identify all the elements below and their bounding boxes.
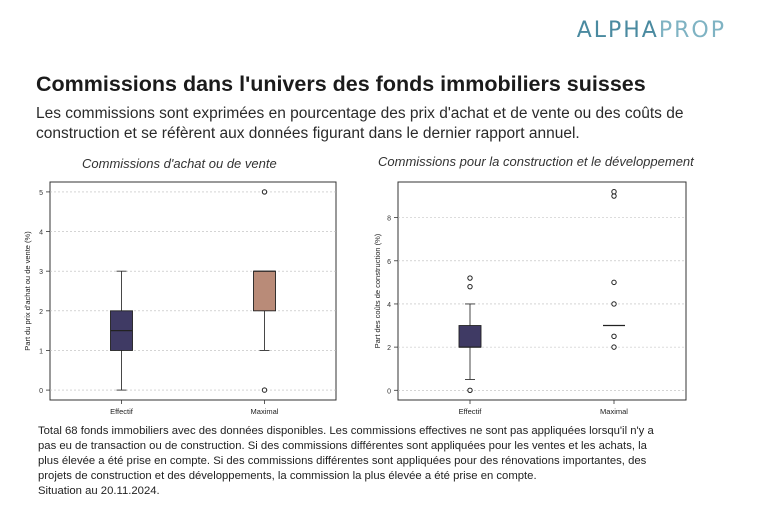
y-axis-label: Part du prix d'achat ou de vente (%)	[23, 231, 32, 351]
x-tick-label-effectif: Effectif	[459, 407, 483, 416]
outlier-maximal	[611, 189, 617, 195]
alphaprop-logo: ALPHAPROP	[577, 18, 726, 43]
logo-text-prop: PROP	[658, 18, 726, 43]
x-tick-label-maximal: Maximal	[600, 407, 628, 416]
outlier-maximal	[611, 333, 617, 340]
outlier-effectif	[467, 275, 473, 281]
x-tick-label-maximal: Maximal	[251, 407, 279, 416]
page-subtitle: Les commissions sont exprimées en pource…	[36, 105, 684, 142]
logo-text-alpha: ALPHA	[576, 18, 659, 43]
footnote-line-5: Situation au 20.11.2024.	[38, 485, 160, 497]
y-tick-label: 4	[387, 302, 391, 309]
y-tick-label: 5	[39, 190, 43, 197]
box-effectif	[458, 325, 482, 348]
outlier-maximal	[611, 344, 617, 350]
outlier-maximal	[261, 189, 268, 195]
y-tick-label: 2	[387, 345, 391, 352]
plot-frame	[49, 181, 337, 401]
page-title: Commissions dans l'univers des fonds imm…	[36, 72, 646, 96]
outlier-maximal	[611, 301, 617, 307]
y-axis-label: Part des coûts de construction (%)	[373, 233, 382, 348]
y-tick-label: 6	[387, 259, 391, 266]
x-tick-label-effectif: Effectif	[110, 407, 134, 416]
y-tick-label: 0	[387, 388, 391, 395]
y-tick-label: 2	[39, 309, 43, 316]
footnote: Total 68 fonds immobiliers avec des donn…	[38, 424, 728, 499]
outlier-maximal	[611, 193, 617, 199]
y-tick-label: 4	[39, 230, 43, 237]
y-tick-label: 1	[39, 348, 43, 355]
outlier-effectif	[467, 283, 473, 290]
chart-title-construction: Commissions pour la construction et le d…	[378, 154, 694, 169]
y-tick-label: 0	[39, 388, 43, 395]
plot-frame	[397, 181, 687, 401]
footnote-line-1: Total 68 fonds immobiliers avec des donn…	[38, 425, 654, 437]
y-tick-label: 8	[387, 216, 391, 223]
footnote-line-3: plus élevée a été prise en compte. Si de…	[38, 455, 647, 467]
y-tick-label: 3	[39, 269, 43, 276]
chart-title-purchase-sale: Commissions d'achat ou de vente	[82, 156, 277, 171]
outlier-maximal	[261, 387, 268, 393]
footnote-line-4: projets de construction et des développe…	[38, 470, 537, 482]
outlier-maximal	[611, 279, 617, 286]
footnote-line-2: pas eu de transaction ou de construction…	[38, 440, 647, 452]
outlier-effectif	[467, 387, 473, 393]
